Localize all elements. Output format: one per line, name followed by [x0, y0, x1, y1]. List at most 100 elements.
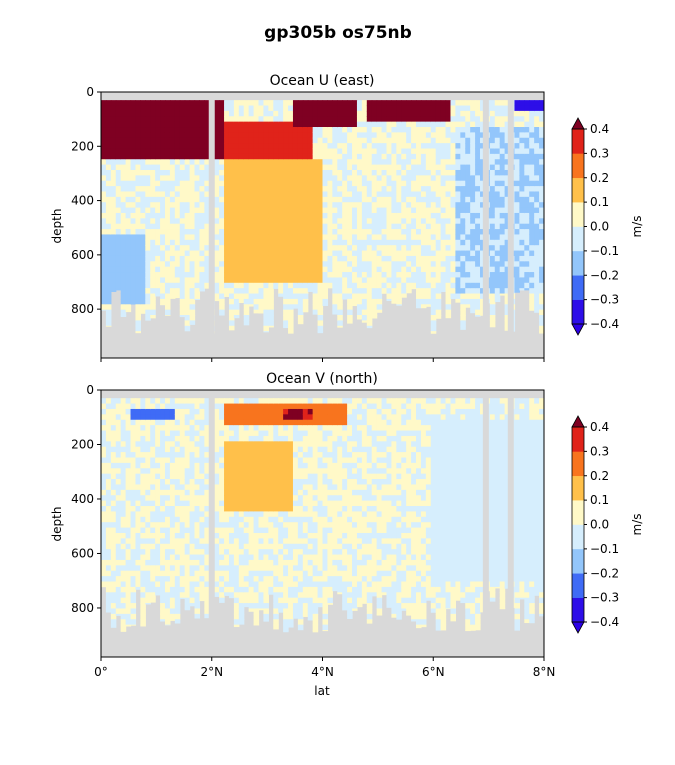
- heatmap-cell: [292, 143, 299, 150]
- heatmap-cell: [278, 110, 284, 117]
- heatmap-cell: [110, 255, 117, 262]
- heatmap-cell: [243, 175, 250, 182]
- heatmap-cell: [450, 137, 456, 144]
- heatmap-cell: [465, 293, 471, 300]
- heatmap-cell: [288, 132, 294, 139]
- heatmap-cell: [307, 266, 314, 273]
- heatmap-cell: [297, 105, 304, 112]
- heatmap-cell: [253, 619, 260, 626]
- heatmap-cell: [327, 196, 333, 203]
- heatmap-cell: [233, 159, 240, 166]
- heatmap-cell: [248, 282, 255, 289]
- heatmap-cell: [184, 100, 191, 107]
- heatmap-cell: [489, 207, 496, 214]
- heatmap-cell: [110, 272, 117, 279]
- heatmap-cell: [376, 223, 383, 230]
- heatmap-cell: [204, 196, 210, 203]
- heatmap-cell: [248, 169, 255, 176]
- heatmap-cell: [445, 148, 452, 155]
- heatmap-cell: [164, 565, 171, 572]
- heatmap-cell: [524, 186, 530, 193]
- heatmap-cell: [125, 261, 132, 268]
- heatmap-cell: [214, 202, 220, 209]
- heatmap-cell: [470, 261, 476, 268]
- heatmap-cell: [184, 457, 191, 464]
- heatmap-cell: [278, 169, 284, 176]
- heatmap-cell: [288, 202, 294, 209]
- heatmap-cell: [519, 169, 525, 176]
- heatmap-cell: [480, 234, 486, 241]
- heatmap-cell: [450, 159, 456, 166]
- heatmap-cell: [115, 613, 122, 616]
- heatmap-cell: [435, 116, 442, 123]
- heatmap-cell: [297, 266, 304, 273]
- heatmap-cell: [140, 121, 146, 128]
- heatmap-cell: [499, 234, 506, 241]
- heatmap-cell: [504, 100, 511, 107]
- heatmap-cell: [110, 441, 117, 448]
- heatmap-cell: [524, 202, 530, 209]
- heatmap-cell: [327, 132, 333, 139]
- heatmap-cell: [160, 180, 166, 187]
- heatmap-cell: [243, 430, 250, 437]
- heatmap-cell: [425, 266, 432, 273]
- heatmap-cell: [425, 132, 432, 139]
- heatmap-cell: [307, 196, 314, 203]
- heatmap-cell: [140, 425, 146, 432]
- heatmap-cell: [278, 105, 284, 112]
- heatmap-cell: [199, 532, 205, 539]
- heatmap-cell: [327, 261, 333, 268]
- heatmap-cell: [420, 186, 427, 193]
- heatmap-cell: [204, 110, 210, 117]
- heatmap-cell: [105, 110, 112, 117]
- heatmap-cell: [155, 164, 161, 171]
- heatmap-cell: [514, 261, 520, 268]
- heatmap-cell: [470, 180, 476, 187]
- heatmap-cell: [312, 309, 319, 315]
- heatmap-cell: [406, 121, 412, 128]
- heatmap-cell: [396, 100, 402, 107]
- heatmap-cell: [135, 255, 141, 262]
- heatmap-cell: [219, 495, 225, 502]
- heatmap-cell: [425, 245, 432, 252]
- heatmap-cell: [169, 245, 176, 252]
- heatmap-cell: [401, 293, 407, 298]
- heatmap-cell: [480, 196, 486, 203]
- heatmap-cell: [238, 608, 245, 615]
- heatmap-cell: [386, 277, 393, 284]
- heatmap-cell: [268, 153, 274, 160]
- heatmap-cell: [105, 565, 112, 572]
- heatmap-cell: [376, 309, 383, 313]
- heatmap-cell: [140, 532, 146, 539]
- heatmap-cell: [416, 137, 422, 144]
- heatmap-cell: [292, 234, 299, 241]
- heatmap-cell: [101, 565, 107, 572]
- heatmap-cell: [219, 116, 225, 123]
- heatmap-cell: [179, 559, 186, 566]
- heatmap-cell: [411, 223, 417, 230]
- heatmap-cell: [539, 105, 544, 112]
- heatmap-cell: [189, 559, 196, 566]
- heatmap-cell: [440, 212, 447, 219]
- heatmap-cell: [352, 207, 358, 214]
- heatmap-cell: [135, 538, 141, 545]
- heatmap-cell: [194, 468, 201, 475]
- heatmap-cell: [224, 186, 230, 193]
- heatmap-cell: [204, 430, 210, 437]
- heatmap-cell: [332, 153, 338, 160]
- heatmap-cell: [371, 121, 378, 128]
- heatmap-cell: [155, 100, 161, 107]
- heatmap-cell: [430, 153, 437, 160]
- heatmap-cell: [302, 288, 309, 295]
- heatmap-cell: [228, 506, 235, 513]
- heatmap-cell: [258, 398, 265, 405]
- heatmap-cell: [115, 452, 122, 459]
- heatmap-cell: [140, 414, 146, 421]
- heatmap-cell: [120, 398, 127, 405]
- heatmap-cell: [317, 175, 324, 182]
- heatmap-cell: [199, 110, 205, 117]
- heatmap-cell: [465, 212, 471, 219]
- heatmap-cell: [214, 549, 220, 556]
- heatmap-cell: [258, 202, 265, 209]
